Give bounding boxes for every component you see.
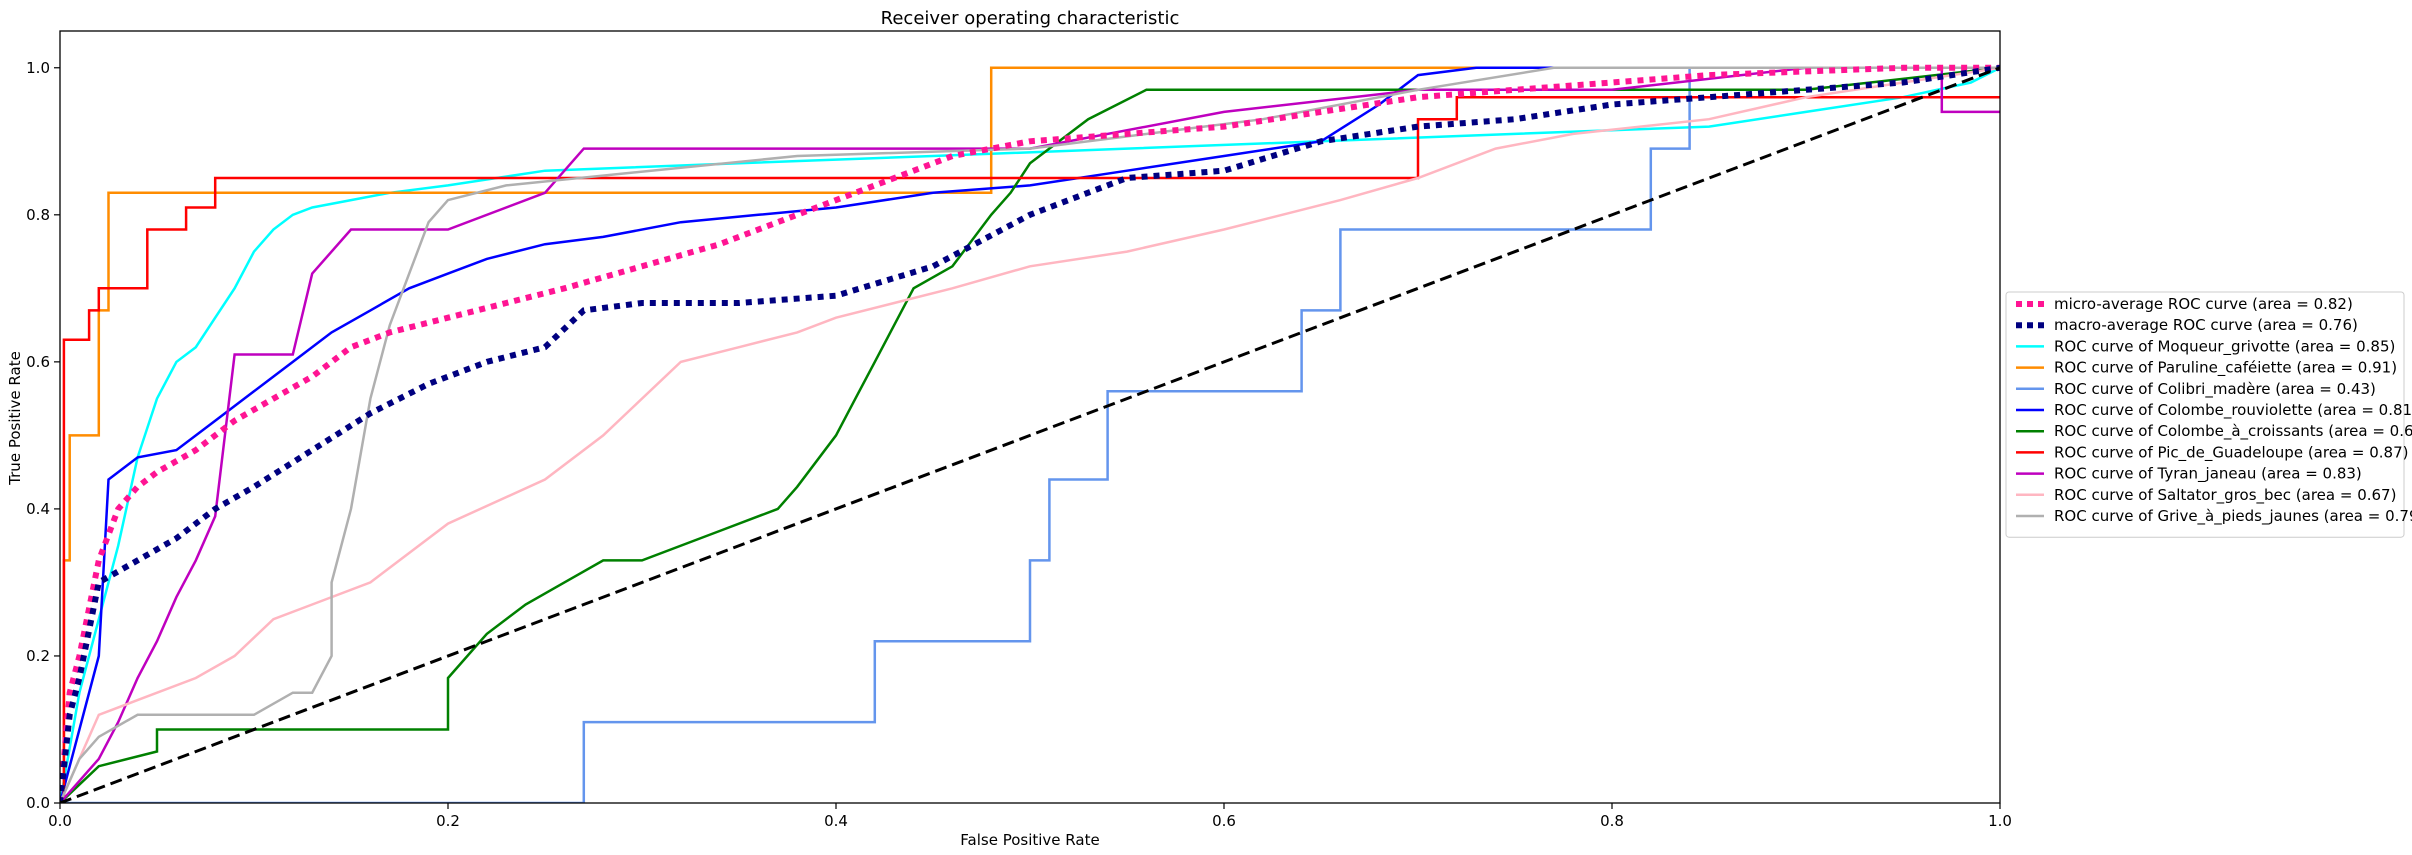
x-tick-label: 0.4 <box>824 812 848 830</box>
legend-label: ROC curve of Paruline_caféiette (area = … <box>2054 359 2397 378</box>
series-line-macro-average-roc-curve-area-0-76 <box>60 64 2000 803</box>
series-line-roc-curve-of-colombe-rouviolette-area-0-81 <box>60 66 1554 803</box>
y-tick-label: 0.6 <box>26 353 50 371</box>
legend-box <box>2005 291 2405 538</box>
y-tick-label: 0.8 <box>26 206 50 224</box>
series-line-roc-curve-of-tyran-janeau-area-0-83 <box>60 66 2000 803</box>
y-axis-ticks: 0.0 0.2 0.4 0.6 0.8 1.0 <box>26 59 60 812</box>
legend-label: micro-average ROC curve (area = 0.82) <box>2054 295 2353 313</box>
x-axis-ticks: 0.0 0.2 0.4 0.6 0.8 1.0 <box>48 803 2012 830</box>
series-line-roc-curve-of-grive-pieds-jaunes-area-0-79 <box>60 66 2000 803</box>
legend: micro-average ROC curve (area = 0.82) mac… <box>2005 291 2412 538</box>
y-axis-title: True Positive Rate <box>6 351 24 486</box>
legend-label: ROC curve of Grive_à_pieds_jaunes (area … <box>2054 507 2412 526</box>
chance-diagonal-line <box>60 66 2000 803</box>
series-line-micro-average-roc-curve-area-0-82 <box>60 64 2000 803</box>
legend-label: ROC curve of Tyran_janeau (area = 0.83) <box>2054 465 2362 484</box>
x-tick-label: 0.8 <box>1600 812 1624 830</box>
plot-area <box>60 64 2000 803</box>
series-line-roc-curve-of-saltator-gros-bec-area-0-67 <box>60 66 2000 803</box>
legend-label: macro-average ROC curve (area = 0.76) <box>2054 316 2358 334</box>
plot-frame <box>59 30 2001 804</box>
legend-label: ROC curve of Saltator_gros_bec (area = 0… <box>2054 486 2396 505</box>
legend-label: ROC curve of Pic_de_Guadeloupe (area = 0… <box>2054 443 2408 462</box>
x-tick-label: 1.0 <box>1988 812 2012 830</box>
legend-label: ROC curve of Colombe_rouviolette (area =… <box>2054 401 2412 420</box>
x-axis-title: False Positive Rate <box>960 831 1099 849</box>
x-tick-label: 0.2 <box>436 812 460 830</box>
y-tick-label: 0.0 <box>26 794 50 812</box>
legend-label: ROC curve of Colibri_madère (area = 0.43… <box>2054 380 2376 399</box>
series-line-roc-curve-of-colibri-mad-re-area-0-43 <box>60 66 2000 803</box>
x-tick-label: 0.6 <box>1212 812 1236 830</box>
series-line-roc-curve-of-colombe-croissants-area-0-63 <box>60 66 2000 803</box>
y-tick-label: 1.0 <box>26 59 50 77</box>
legend-label: ROC curve of Colombe_à_croissants (area … <box>2054 422 2412 441</box>
x-tick-label: 0.0 <box>48 812 72 830</box>
chart-title: Receiver operating characteristic <box>881 8 1180 29</box>
series-line-roc-curve-of-pic-de-guadeloupe-area-0-87 <box>60 95 2000 803</box>
y-tick-label: 0.4 <box>26 500 50 518</box>
legend-label: ROC curve of Moqueur_grivotte (area = 0.… <box>2054 337 2395 356</box>
y-tick-label: 0.2 <box>26 647 50 665</box>
